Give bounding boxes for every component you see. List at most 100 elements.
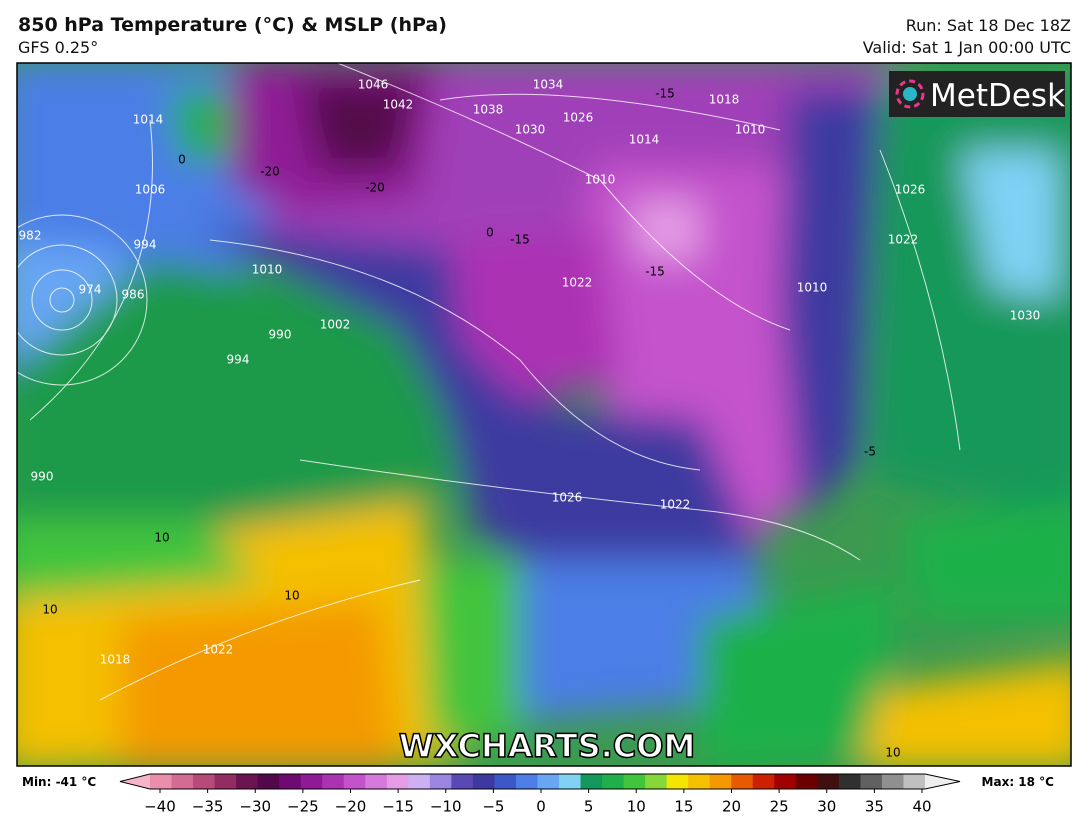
colorbar-tick-label: −30 bbox=[239, 798, 271, 816]
colorbar-cell bbox=[752, 774, 775, 789]
colorbar-tick-label: 0 bbox=[536, 798, 546, 816]
colorbar-tick-label: −35 bbox=[192, 798, 224, 816]
temperature-label: -5 bbox=[864, 445, 876, 459]
isobar-label: 1014 bbox=[629, 133, 660, 147]
colorbar-cell bbox=[731, 774, 754, 789]
isobar-label: 1014 bbox=[133, 113, 164, 127]
isobar-label: 982 bbox=[19, 229, 42, 243]
watermark: WXCHARTS.COM bbox=[399, 727, 696, 765]
temperature-label: -20 bbox=[260, 165, 280, 179]
isobar-label: 1010 bbox=[735, 123, 766, 137]
isobar-label: 1018 bbox=[709, 93, 740, 107]
isobar-label: 1022 bbox=[562, 276, 593, 290]
colorbar-cell bbox=[602, 774, 625, 789]
colorbar-cell bbox=[709, 774, 732, 789]
colorbar-tick-label: 10 bbox=[627, 798, 646, 816]
colorbar-tick-label: −20 bbox=[335, 798, 367, 816]
colorbar-tick-label: 35 bbox=[865, 798, 884, 816]
colorbar-cell bbox=[386, 774, 409, 789]
map-labels: 1014 1006 994 986 974 982 1010 990 994 1… bbox=[19, 78, 1041, 760]
colorbar-cell bbox=[279, 774, 302, 789]
colorbar-cell bbox=[903, 774, 926, 789]
colorbar-extend-max bbox=[925, 774, 960, 789]
colorbar-cell bbox=[795, 774, 818, 789]
temperature-field bbox=[17, 63, 1071, 766]
colorbar-cell bbox=[150, 774, 173, 789]
isobar-label: 1038 bbox=[473, 103, 504, 117]
temperature-label: 10 bbox=[284, 589, 299, 603]
temperature-label: -15 bbox=[655, 87, 675, 101]
colorbar-cell bbox=[817, 774, 840, 789]
temperature-label: -15 bbox=[645, 265, 665, 279]
colorbar-cell bbox=[322, 774, 345, 789]
colorbar-tick-label: −15 bbox=[382, 798, 414, 816]
isobar-label: 990 bbox=[269, 328, 292, 342]
isobar-label: 986 bbox=[122, 288, 145, 302]
isobar-label: 1022 bbox=[203, 643, 234, 657]
run: Run: Sat 18 Dec 18Z bbox=[905, 16, 1071, 35]
isobar-label: 994 bbox=[227, 353, 250, 367]
isobar-label: 1034 bbox=[533, 78, 564, 92]
colorbar-cell bbox=[774, 774, 797, 789]
colorbar-cell bbox=[838, 774, 861, 789]
colorbar-min: Min: -41 °C bbox=[22, 775, 96, 789]
colorbar-tick-label: 30 bbox=[817, 798, 836, 816]
colorbar-cell bbox=[860, 774, 883, 789]
temperature-label: 0 bbox=[178, 153, 186, 167]
colorbar-cell bbox=[300, 774, 323, 789]
isobar-label: 974 bbox=[79, 283, 102, 297]
colorbar-tick-label: 25 bbox=[770, 798, 789, 816]
colorbar-tick-label: 40 bbox=[912, 798, 931, 816]
isobar-label: 1022 bbox=[888, 233, 919, 247]
colorbar-cell bbox=[429, 774, 452, 789]
isobar-label: 1010 bbox=[585, 173, 616, 187]
colorbar-cell bbox=[559, 774, 582, 789]
colorbar-max: Max: 18 °C bbox=[982, 775, 1055, 789]
colorbar-cell bbox=[408, 774, 431, 789]
colorbar-cell bbox=[881, 774, 904, 789]
colorbar-tick-label: −10 bbox=[430, 798, 462, 816]
isobar-label: 1042 bbox=[383, 98, 414, 112]
isobar-label: 994 bbox=[134, 238, 157, 252]
colorbar-cell bbox=[365, 774, 388, 789]
temperature-label: 10 bbox=[42, 603, 57, 617]
isobar-label: 1030 bbox=[515, 123, 546, 137]
isobar-label: 1006 bbox=[135, 183, 166, 197]
colorbar-cell bbox=[688, 774, 711, 789]
colorbar-tick-label: −40 bbox=[144, 798, 176, 816]
model: GFS 0.25° bbox=[18, 38, 99, 57]
colorbar-tick-label: −25 bbox=[287, 798, 319, 816]
colorbar-outline bbox=[119, 773, 961, 790]
isobar-label: 1010 bbox=[797, 281, 828, 295]
colorbar-cell bbox=[537, 774, 560, 789]
isobar-label: 1022 bbox=[660, 498, 691, 512]
isobar-label: 990 bbox=[31, 470, 54, 484]
colorbar-cell bbox=[257, 774, 280, 789]
colorbar-cell bbox=[645, 774, 668, 789]
isobar-label: 1026 bbox=[552, 491, 583, 505]
isobar-label: 1010 bbox=[252, 263, 283, 277]
isobar-label: 1026 bbox=[895, 183, 926, 197]
colorbar-cell bbox=[343, 774, 366, 789]
isobar-label: 1026 bbox=[563, 111, 594, 125]
logo-icon bbox=[895, 79, 925, 109]
colorbar-cell bbox=[193, 774, 216, 789]
colorbar-cell bbox=[515, 774, 538, 789]
colorbar-cell bbox=[580, 774, 603, 789]
isobar-label: 1018 bbox=[100, 653, 131, 667]
colorbar-cell bbox=[171, 774, 194, 789]
temperature-label: -15 bbox=[510, 233, 530, 247]
temperature-label: -20 bbox=[365, 181, 385, 195]
colorbar-cell bbox=[472, 774, 495, 789]
colorbar-cell bbox=[236, 774, 259, 789]
map-frame bbox=[16, 62, 1072, 767]
valid: Valid: Sat 1 Jan 00:00 UTC bbox=[862, 38, 1071, 57]
colorbar-cell bbox=[666, 774, 689, 789]
temperature-label: 0 bbox=[486, 226, 494, 240]
temperature-label: 10 bbox=[885, 746, 900, 760]
colorbar-cell bbox=[623, 774, 646, 789]
colorbar-cell bbox=[494, 774, 517, 789]
colorbar-extend-min bbox=[120, 774, 150, 789]
